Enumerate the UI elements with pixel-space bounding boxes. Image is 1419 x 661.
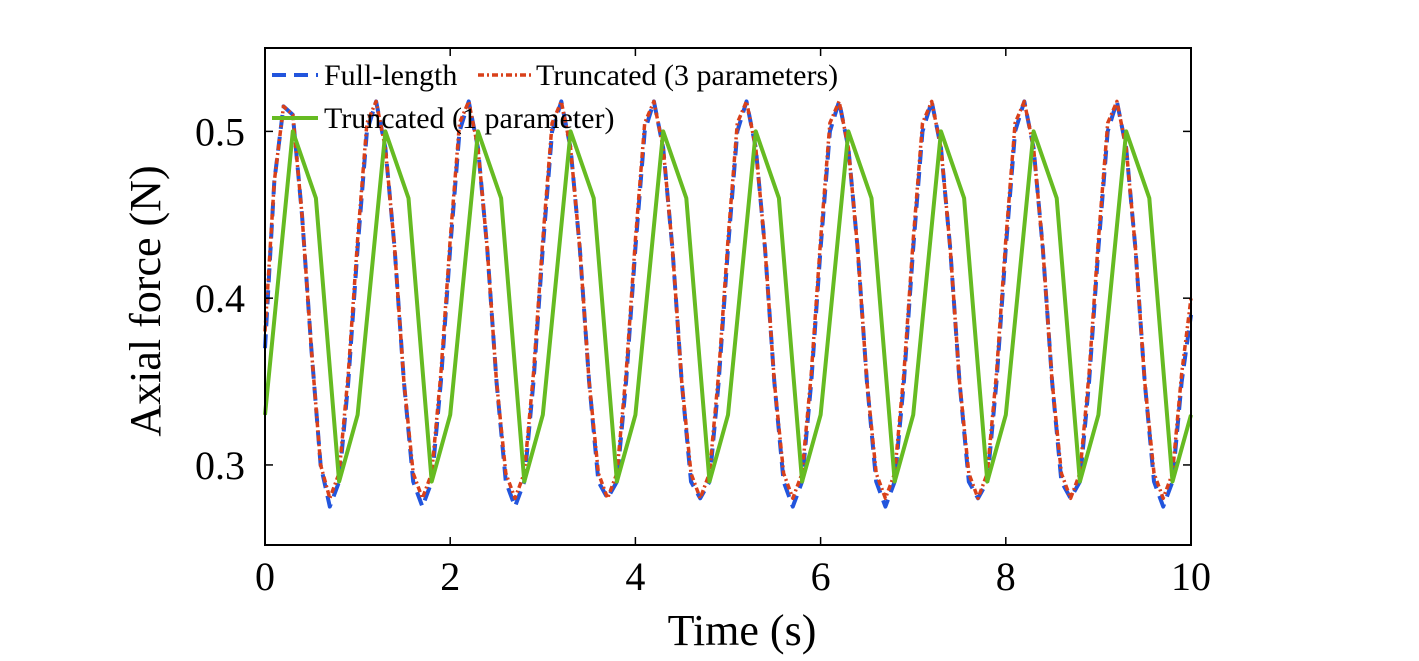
x-tick-label: 6 xyxy=(811,554,831,599)
plot-frame xyxy=(264,47,1192,546)
legend: Full-length Truncated (3 parameters) Trunc… xyxy=(272,59,838,135)
x-axis-label: Time (s) xyxy=(668,606,817,655)
series-line-1 xyxy=(263,99,1193,509)
y-tick-label: 0.3 xyxy=(195,443,245,488)
legend-label-3: Truncated (1 parameter) xyxy=(324,102,614,135)
series-line-3 xyxy=(263,129,1193,484)
x-tick-label: 8 xyxy=(996,554,1016,599)
series-line-2 xyxy=(263,99,1193,501)
x-tick-label: 4 xyxy=(625,554,645,599)
x-tick-label: 10 xyxy=(1171,554,1211,599)
series-layer xyxy=(263,99,1193,509)
x-tick-label: 2 xyxy=(440,554,460,599)
y-axis-label: Axial force (N) xyxy=(121,165,170,436)
y-tick-label: 0.4 xyxy=(195,276,245,321)
legend-label-2: Truncated (3 parameters) xyxy=(536,59,838,92)
legend-label-1: Full-length xyxy=(324,59,457,92)
x-tick-label: 0 xyxy=(255,554,275,599)
y-tick-label: 0.5 xyxy=(195,109,245,154)
ticks-layer: 0 2 4 6 8 10 0.3 0.4 0.5 xyxy=(195,48,1211,599)
